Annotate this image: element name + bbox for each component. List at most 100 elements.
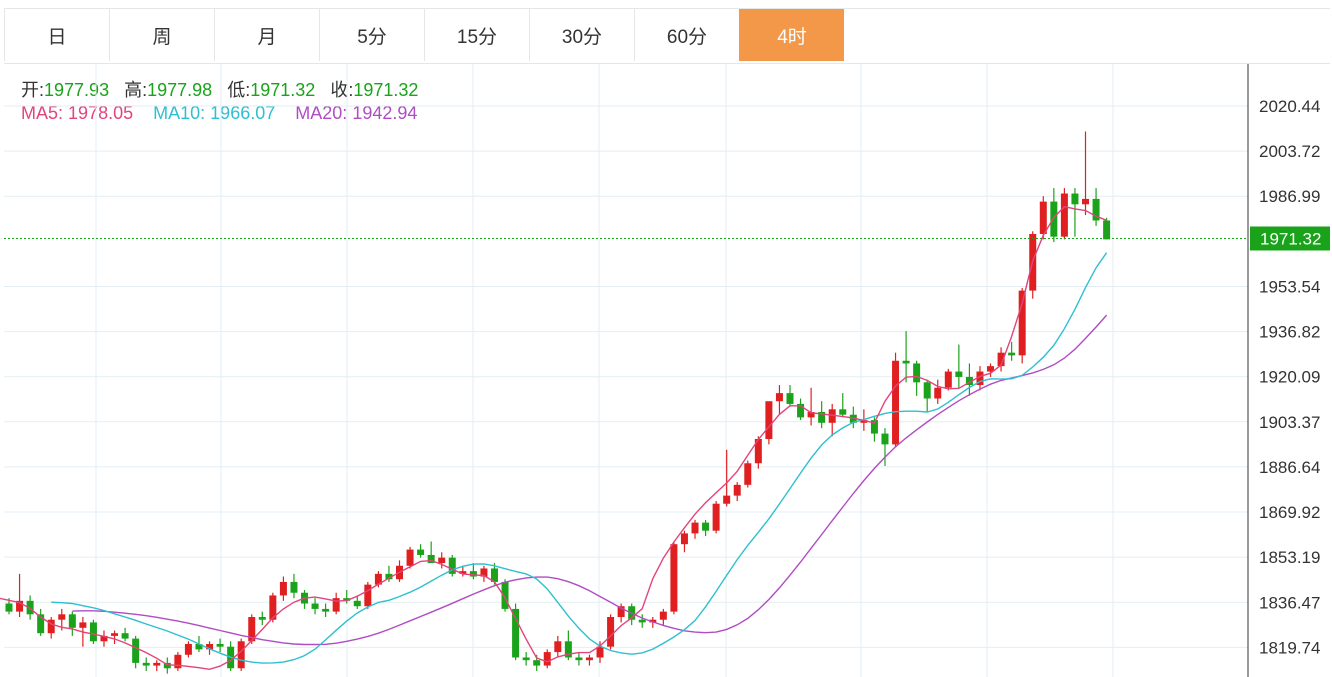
candle-body bbox=[807, 412, 815, 418]
candle-body bbox=[68, 614, 76, 628]
candle-body bbox=[184, 643, 192, 655]
candle-body bbox=[448, 557, 456, 574]
candle-body bbox=[543, 652, 551, 666]
candle-body bbox=[585, 657, 593, 661]
candle-body bbox=[617, 606, 625, 618]
candle-body bbox=[1082, 198, 1090, 205]
candle-body bbox=[638, 619, 646, 623]
candle-body bbox=[775, 393, 783, 402]
candle-body bbox=[1060, 193, 1068, 237]
candle-body bbox=[997, 352, 1005, 367]
candle-body bbox=[258, 617, 266, 620]
low-value: 1971.32 bbox=[250, 80, 316, 100]
y-tick-label: 1869.92 bbox=[1259, 503, 1320, 522]
candle-body bbox=[1039, 201, 1047, 234]
tab-15min[interactable]: 15分 bbox=[424, 9, 529, 61]
candle-body bbox=[427, 554, 435, 564]
ma5-label: MA5: bbox=[21, 103, 64, 123]
candle-body bbox=[195, 643, 203, 650]
close-value: 1971.32 bbox=[353, 80, 419, 100]
close-label: 收: bbox=[330, 80, 354, 100]
candle-body bbox=[5, 603, 13, 612]
candle-body bbox=[860, 420, 868, 423]
candle-body bbox=[322, 608, 330, 612]
last-price-badge bbox=[1250, 226, 1330, 251]
candle-body bbox=[1050, 201, 1058, 237]
candle-body bbox=[142, 662, 150, 666]
y-tick-label: 1903.37 bbox=[1259, 413, 1320, 432]
candle-body bbox=[839, 409, 847, 415]
candle-body bbox=[89, 622, 97, 642]
candle-body bbox=[47, 619, 55, 634]
candle-body bbox=[955, 371, 963, 377]
candle-body bbox=[1071, 193, 1079, 205]
high-label: 高: bbox=[124, 80, 148, 100]
candle-body bbox=[374, 573, 382, 585]
candle-body bbox=[417, 549, 425, 555]
candlestick-chart[interactable]: 2020.44 2003.72 1986.99 1953.54 1936.82 1920.… bbox=[0, 64, 1332, 677]
tab-day[interactable]: 日 bbox=[4, 9, 109, 61]
period-tabbar: 日 周 月 5分 15分 30分 60分 4时 bbox=[4, 8, 1330, 64]
candle-body bbox=[607, 617, 615, 647]
candle-body bbox=[79, 622, 87, 628]
candle-body bbox=[100, 635, 108, 642]
tab-week[interactable]: 周 bbox=[109, 9, 214, 61]
open-label: 开: bbox=[21, 80, 45, 100]
candle-body bbox=[533, 660, 541, 666]
ma20-label: MA20: bbox=[295, 103, 348, 123]
y-tick-label: 2020.44 bbox=[1259, 97, 1320, 116]
y-tick-label: 1819.74 bbox=[1259, 638, 1320, 657]
candle-body bbox=[490, 568, 498, 582]
candle-body bbox=[923, 382, 931, 399]
candle-body bbox=[554, 641, 562, 653]
tab-60min[interactable]: 60分 bbox=[634, 9, 739, 61]
y-tick-label: 1836.47 bbox=[1259, 593, 1320, 612]
y-tick-label: 1986.99 bbox=[1259, 187, 1320, 206]
candle-body bbox=[702, 522, 710, 531]
candle-body bbox=[290, 581, 298, 593]
ohlc-readout: 开:1977.93 高:1977.98 低:1971.32 收:1971.32 bbox=[21, 76, 418, 102]
candle-body bbox=[849, 414, 857, 423]
candle-body bbox=[797, 403, 805, 418]
candle-body bbox=[965, 376, 973, 386]
open-value: 1977.93 bbox=[44, 80, 110, 100]
candle-body bbox=[913, 363, 921, 383]
candle-body bbox=[206, 643, 214, 650]
candle-body bbox=[121, 633, 129, 639]
candle-body bbox=[564, 641, 572, 658]
candle-body bbox=[406, 549, 414, 566]
y-tick-label: 1953.54 bbox=[1259, 277, 1320, 296]
candle-body bbox=[364, 584, 372, 607]
candle-body bbox=[892, 360, 900, 445]
candle-body bbox=[680, 533, 688, 545]
candle-body bbox=[733, 484, 741, 496]
candle-body bbox=[902, 360, 910, 364]
ma-readout: MA5: 1978.05 MA10: 1966.07 MA20: 1942.94 bbox=[21, 103, 417, 124]
candle-body bbox=[237, 641, 245, 669]
ma10-line bbox=[51, 252, 1108, 664]
tab-30min[interactable]: 30分 bbox=[529, 9, 634, 61]
ma10-value: 1966.07 bbox=[210, 103, 276, 123]
candle-body bbox=[691, 522, 699, 534]
high-value: 1977.98 bbox=[147, 80, 213, 100]
candle-body bbox=[343, 598, 351, 601]
tab-month[interactable]: 月 bbox=[214, 9, 319, 61]
candle-body bbox=[269, 595, 277, 620]
candle-body bbox=[469, 571, 477, 577]
y-tick-label: 1886.64 bbox=[1259, 458, 1320, 477]
candle-body bbox=[480, 568, 488, 577]
candle-body bbox=[1092, 198, 1100, 221]
candle-body bbox=[438, 557, 446, 564]
candle-body bbox=[216, 643, 224, 647]
y-tick-label: 1936.82 bbox=[1259, 323, 1320, 342]
candle-body bbox=[765, 401, 773, 439]
ma20-line bbox=[72, 314, 1108, 646]
candle-body bbox=[248, 617, 256, 642]
candle-body bbox=[279, 581, 287, 596]
candle-body bbox=[723, 495, 731, 504]
tab-5min[interactable]: 5分 bbox=[319, 9, 424, 61]
tab-4hour[interactable]: 4时 bbox=[739, 9, 844, 61]
candle-body bbox=[754, 438, 762, 464]
candle-body bbox=[828, 409, 836, 423]
candle-body bbox=[174, 654, 182, 669]
